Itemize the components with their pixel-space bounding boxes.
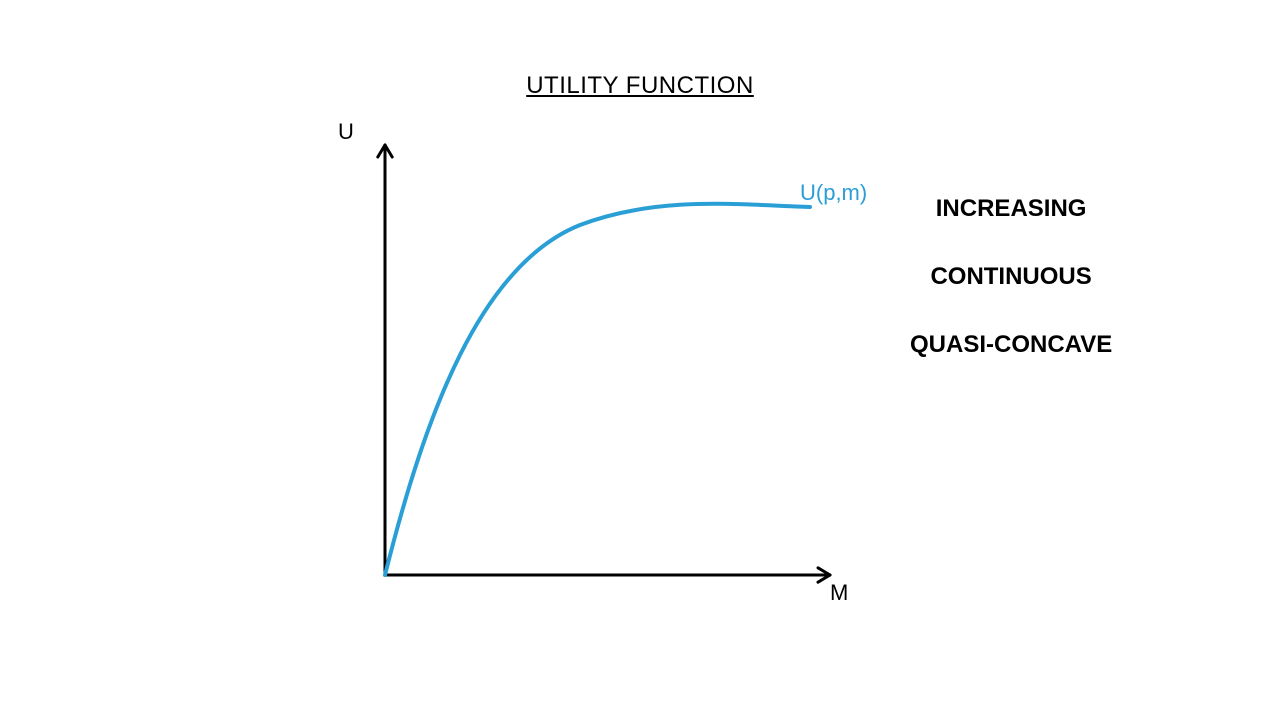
utility-chart: U M U(p,m): [330, 115, 850, 615]
x-axis-label: M: [830, 580, 848, 606]
property-item: INCREASING: [910, 195, 1112, 223]
chart-svg: [330, 115, 850, 615]
chart-title: UTILITY FUNCTION: [0, 72, 1280, 100]
curve-label: U(p,m): [800, 180, 867, 206]
properties-list: INCREASING CONTINUOUS QUASI-CONCAVE: [910, 195, 1112, 399]
y-axis-label: U: [338, 119, 354, 145]
property-item: QUASI-CONCAVE: [910, 331, 1112, 359]
property-item: CONTINUOUS: [910, 263, 1112, 291]
